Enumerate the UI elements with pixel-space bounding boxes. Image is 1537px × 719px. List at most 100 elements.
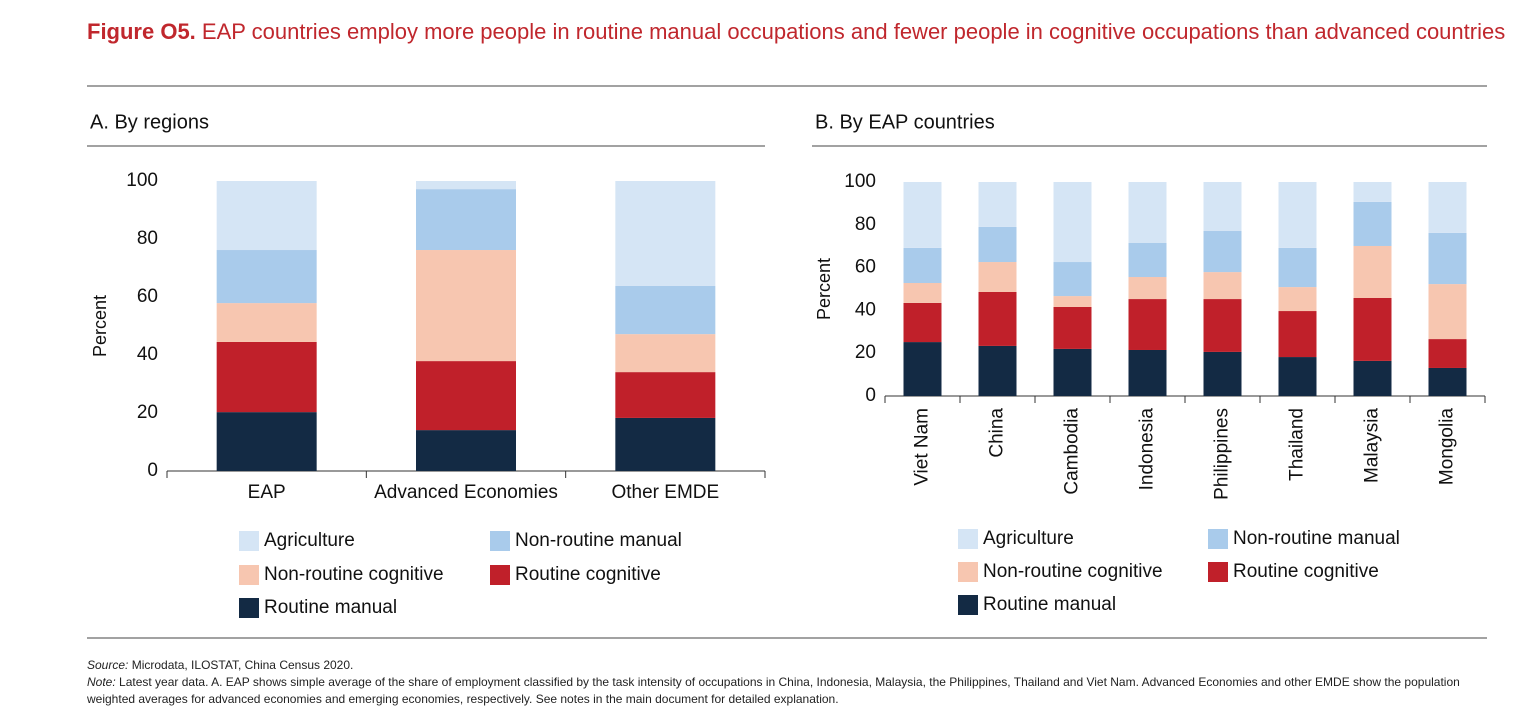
source-line: Source: Microdata, ILOSTAT, China Census… bbox=[87, 657, 1497, 674]
y-tick-label: 60 bbox=[137, 286, 158, 307]
bar-segment bbox=[216, 341, 317, 413]
bar-segment bbox=[615, 181, 716, 286]
bar-segment bbox=[615, 334, 716, 373]
panel-title: B. By EAP countries bbox=[815, 111, 995, 133]
panel-title: A. By regions bbox=[90, 111, 209, 133]
bar-segment bbox=[216, 181, 317, 251]
x-tick-label: Philippines bbox=[1212, 408, 1233, 500]
bar-segment bbox=[615, 372, 716, 418]
y-axis-label: Percent bbox=[90, 295, 110, 357]
bar-segment bbox=[978, 262, 1017, 292]
bar-segment bbox=[416, 181, 516, 190]
bar-segment bbox=[1278, 247, 1317, 288]
x-tick-label: Mongolia bbox=[1437, 408, 1458, 486]
bar-segment bbox=[903, 342, 942, 396]
bar-segment bbox=[1203, 231, 1242, 273]
bar-segment bbox=[1203, 182, 1242, 232]
legend-label: Non-routine cognitive bbox=[264, 564, 444, 585]
bar-segment bbox=[1128, 277, 1167, 300]
bar-segment bbox=[903, 283, 942, 303]
legend-swatch bbox=[958, 529, 978, 549]
bar-segment bbox=[416, 189, 516, 251]
x-tick-label: Viet Nam bbox=[912, 408, 933, 486]
note-label: Note: bbox=[87, 675, 116, 689]
bar-segment bbox=[1053, 306, 1092, 349]
bar-segment bbox=[1128, 299, 1167, 350]
bar-segment bbox=[1053, 348, 1092, 396]
legend-label: Routine cognitive bbox=[515, 564, 661, 585]
legend-swatch bbox=[239, 531, 259, 551]
legend-swatch bbox=[490, 565, 510, 585]
legend-swatch bbox=[239, 598, 259, 618]
x-tick-label: Cambodia bbox=[1062, 408, 1083, 495]
bar-segment bbox=[1428, 284, 1467, 340]
bar-segment bbox=[1203, 272, 1242, 300]
bar-segment bbox=[216, 250, 317, 304]
bar-segment bbox=[1353, 201, 1392, 246]
bar-segment bbox=[1428, 182, 1467, 233]
bar-segment bbox=[1278, 357, 1317, 396]
x-tick-label: Advanced Economies bbox=[374, 482, 558, 503]
y-tick-label: 40 bbox=[855, 299, 876, 320]
legend-swatch bbox=[958, 595, 978, 615]
y-tick-label: 60 bbox=[855, 257, 876, 278]
figure-title: Figure O5. EAP countries employ more peo… bbox=[87, 18, 1507, 45]
bar-segment bbox=[1278, 311, 1317, 358]
x-tick-label: Indonesia bbox=[1137, 408, 1158, 491]
legend-swatch bbox=[1208, 562, 1228, 582]
legend-swatch bbox=[239, 565, 259, 585]
bar-segment bbox=[978, 226, 1017, 263]
legend-label: Non-routine cognitive bbox=[983, 561, 1163, 582]
y-tick-label: 80 bbox=[855, 214, 876, 235]
bar-segment bbox=[1353, 297, 1392, 361]
source-label: Source: bbox=[87, 658, 129, 672]
bar-segment bbox=[1128, 349, 1167, 396]
legend-swatch bbox=[958, 562, 978, 582]
figure-label: Figure O5. bbox=[87, 19, 196, 44]
legend-label: Routine manual bbox=[983, 594, 1116, 615]
bar-segment bbox=[416, 250, 516, 362]
legend-swatch bbox=[1208, 529, 1228, 549]
bar-segment bbox=[903, 182, 942, 248]
x-tick-label: Malaysia bbox=[1362, 408, 1383, 483]
legend-label: Routine manual bbox=[264, 597, 397, 618]
legend-swatch bbox=[490, 531, 510, 551]
y-tick-label: 0 bbox=[147, 460, 158, 481]
y-tick-label: 0 bbox=[865, 385, 876, 406]
bar-segment bbox=[615, 417, 716, 471]
legend-label: Agriculture bbox=[264, 530, 355, 551]
y-tick-label: 100 bbox=[126, 170, 158, 191]
note-line: Note: Latest year data. A. EAP shows sim… bbox=[87, 674, 1497, 708]
legend-label: Non-routine manual bbox=[515, 530, 682, 551]
footnote: Source: Microdata, ILOSTAT, China Census… bbox=[87, 657, 1497, 708]
bar-segment bbox=[978, 182, 1017, 227]
legend-label: Agriculture bbox=[983, 528, 1074, 549]
bar-segment bbox=[1278, 182, 1317, 248]
bar-segment bbox=[1353, 182, 1392, 202]
bar-segment bbox=[1353, 245, 1392, 298]
x-tick-label: Thailand bbox=[1287, 408, 1308, 481]
y-tick-label: 20 bbox=[855, 342, 876, 363]
bar-segment bbox=[1428, 232, 1467, 285]
bar-segment bbox=[978, 291, 1017, 346]
bar-segment bbox=[1053, 262, 1092, 297]
bar-segment bbox=[1128, 242, 1167, 278]
y-tick-label: 80 bbox=[137, 228, 158, 249]
bar-segment bbox=[1203, 299, 1242, 352]
legend-label: Routine cognitive bbox=[1233, 561, 1379, 582]
bar-segment bbox=[416, 361, 516, 431]
note-text: Latest year data. A. EAP shows simple av… bbox=[87, 675, 1460, 706]
y-axis-label: Percent bbox=[814, 258, 834, 320]
bar-segment bbox=[903, 302, 942, 343]
y-tick-label: 20 bbox=[137, 402, 158, 423]
bar-segment bbox=[1203, 351, 1242, 396]
bar-segment bbox=[416, 430, 516, 471]
x-tick-label: EAP bbox=[248, 482, 286, 503]
bar-segment bbox=[1428, 367, 1467, 396]
bar-segment bbox=[903, 247, 942, 284]
legend-label: Non-routine manual bbox=[1233, 528, 1400, 549]
bar-segment bbox=[615, 285, 716, 335]
x-tick-label: China bbox=[987, 408, 1008, 458]
